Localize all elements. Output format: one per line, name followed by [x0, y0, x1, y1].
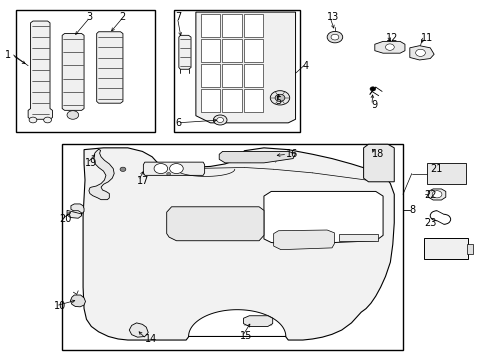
Circle shape	[43, 117, 51, 123]
Polygon shape	[97, 32, 122, 103]
Polygon shape	[264, 192, 382, 244]
Bar	[201, 89, 220, 112]
Polygon shape	[166, 207, 264, 241]
Circle shape	[385, 44, 393, 50]
Text: 18: 18	[371, 149, 384, 159]
Bar	[466, 244, 471, 254]
Circle shape	[166, 172, 170, 175]
Text: 21: 21	[429, 164, 442, 174]
Bar	[424, 238, 467, 259]
Text: 23: 23	[424, 218, 436, 228]
Text: 5: 5	[275, 96, 281, 107]
Polygon shape	[188, 310, 285, 337]
Polygon shape	[28, 21, 52, 119]
Text: 20: 20	[60, 214, 72, 224]
Circle shape	[275, 94, 285, 102]
Bar	[16, 10, 154, 132]
Bar	[222, 89, 241, 112]
Text: 17: 17	[136, 176, 149, 186]
Polygon shape	[374, 41, 404, 53]
Text: 19: 19	[85, 158, 97, 168]
Polygon shape	[89, 149, 114, 200]
Bar	[174, 10, 300, 132]
Text: 3: 3	[86, 13, 92, 22]
Text: 1: 1	[5, 50, 11, 60]
Text: 4: 4	[302, 61, 308, 71]
Circle shape	[415, 49, 425, 57]
Text: 8: 8	[409, 205, 415, 215]
Polygon shape	[129, 323, 148, 337]
Text: 12: 12	[385, 33, 397, 43]
Polygon shape	[427, 189, 445, 200]
Circle shape	[169, 163, 183, 174]
Circle shape	[154, 163, 167, 174]
Polygon shape	[363, 144, 393, 182]
Polygon shape	[179, 35, 191, 69]
Text: 15: 15	[239, 332, 251, 342]
Bar	[243, 39, 263, 62]
Text: 16: 16	[285, 149, 298, 159]
Bar	[426, 163, 465, 184]
Circle shape	[216, 117, 223, 122]
Circle shape	[431, 191, 441, 198]
Text: 2: 2	[119, 13, 125, 22]
Polygon shape	[196, 12, 295, 123]
Circle shape	[326, 31, 342, 43]
Polygon shape	[70, 295, 85, 307]
Polygon shape	[143, 162, 204, 175]
Polygon shape	[409, 46, 433, 60]
Polygon shape	[83, 148, 393, 340]
Bar	[222, 39, 241, 62]
Polygon shape	[339, 234, 377, 241]
Text: 6: 6	[175, 118, 181, 128]
Circle shape	[369, 87, 375, 91]
Bar	[201, 14, 220, 37]
Circle shape	[29, 117, 37, 123]
Text: 11: 11	[420, 33, 432, 43]
Bar	[201, 64, 220, 87]
Text: 13: 13	[326, 13, 339, 22]
Circle shape	[330, 34, 338, 40]
Circle shape	[67, 111, 79, 119]
Text: 10: 10	[54, 301, 66, 311]
Polygon shape	[219, 152, 295, 163]
Polygon shape	[273, 230, 334, 249]
Polygon shape	[67, 204, 84, 218]
Text: 7: 7	[175, 13, 182, 22]
Polygon shape	[243, 316, 272, 327]
Bar	[222, 14, 241, 37]
Text: 14: 14	[144, 334, 157, 344]
Text: 9: 9	[370, 100, 376, 110]
Bar	[243, 14, 263, 37]
Circle shape	[213, 115, 226, 125]
Polygon shape	[62, 33, 84, 111]
Bar	[243, 89, 263, 112]
Bar	[62, 144, 402, 350]
Bar	[243, 64, 263, 87]
Bar	[201, 39, 220, 62]
Bar	[222, 64, 241, 87]
Text: 22: 22	[424, 190, 436, 200]
Circle shape	[270, 91, 289, 105]
Circle shape	[120, 167, 125, 171]
